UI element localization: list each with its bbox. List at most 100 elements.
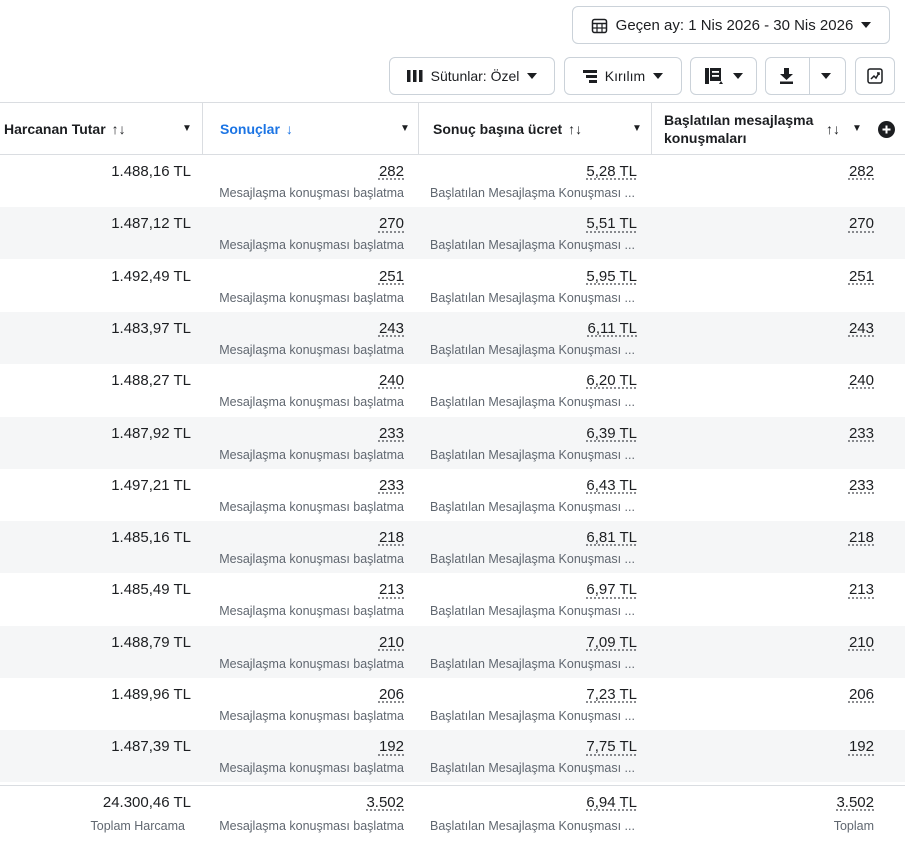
cost-per-result-value[interactable]: 5,28 TL bbox=[586, 163, 637, 180]
table-row: 1.487,39 TL 192 Mesajlaşma konuşması başla… bbox=[0, 730, 905, 783]
cost-per-result-type: Başlatılan Mesajlaşma Konuşması ... bbox=[430, 342, 635, 357]
results-type: Mesajlaşma konuşması başlatma bbox=[219, 499, 404, 514]
conversations-value[interactable]: 233 bbox=[848, 476, 874, 494]
results-type: Mesajlaşma konuşması başlatma bbox=[219, 342, 404, 357]
chart-button[interactable] bbox=[855, 57, 895, 95]
results-value[interactable]: 282 bbox=[378, 163, 404, 180]
results-value[interactable]: 213 bbox=[378, 581, 404, 599]
date-range-button[interactable]: Geçen ay: 1 Nis 2026 - 30 Nis 2026 bbox=[572, 6, 890, 44]
sort-icon[interactable]: ↑↓ bbox=[568, 120, 583, 137]
results-type: Mesajlaşma konuşması başlatma bbox=[219, 238, 404, 253]
cost-per-result-value[interactable]: 6,20 TL bbox=[586, 372, 637, 390]
export-caret-icon[interactable] bbox=[821, 73, 831, 79]
results-type: Mesajlaşma konuşması başlatma bbox=[219, 395, 404, 410]
header-amount-spent-label: Harcanan Tutar bbox=[4, 120, 106, 137]
results-value[interactable]: 270 bbox=[378, 215, 404, 233]
table-row: 1.488,79 TL 210 Mesajlaşma konuşması başla… bbox=[0, 625, 905, 678]
breakdown-button[interactable]: Kırılım bbox=[564, 57, 682, 95]
total-conversations[interactable]: 3.502 bbox=[836, 794, 874, 811]
conversations-value[interactable]: 218 bbox=[848, 529, 874, 547]
add-column-icon[interactable] bbox=[878, 121, 895, 141]
conversations-value[interactable]: 251 bbox=[848, 267, 874, 285]
conversations-value[interactable]: 240 bbox=[848, 372, 874, 390]
date-range-label: Geçen ay: 1 Nis 2026 - 30 Nis 2026 bbox=[615, 16, 854, 34]
split-divider bbox=[809, 57, 810, 95]
header-conversations[interactable]: Başlatılan mesajlaşma konuşmaları ↑↓ ▼ bbox=[664, 103, 905, 154]
conversations-value[interactable]: 233 bbox=[848, 424, 874, 442]
reports-button[interactable] bbox=[690, 57, 757, 95]
conversations-value[interactable]: 210 bbox=[848, 633, 874, 651]
sort-desc-icon[interactable]: ↓ bbox=[285, 120, 293, 137]
cost-per-result-type: Başlatılan Mesajlaşma Konuşması ... bbox=[430, 604, 635, 619]
amount-cell: 1.492,49 TL bbox=[111, 267, 191, 285]
cost-per-result-value[interactable]: 6,97 TL bbox=[586, 581, 637, 599]
results-value[interactable]: 243 bbox=[378, 319, 404, 337]
conversations-value[interactable]: 270 bbox=[848, 215, 874, 233]
results-value[interactable]: 206 bbox=[378, 686, 404, 703]
total-results[interactable]: 3.502 bbox=[366, 794, 404, 811]
breakdown-label: Kırılım bbox=[604, 68, 646, 84]
sort-icon[interactable]: ↑↓ bbox=[826, 120, 840, 137]
table-row: 1.488,27 TL 240 Mesajlaşma konuşması başla… bbox=[0, 364, 905, 416]
amount-cell: 1.488,79 TL bbox=[111, 633, 191, 651]
totals-row: 24.300,46 TL Toplam Harcama 3.502 Mesajl… bbox=[0, 785, 905, 850]
caret-down-icon bbox=[861, 22, 872, 28]
amount-cell: 1.485,16 TL bbox=[111, 529, 191, 547]
column-divider bbox=[651, 102, 652, 155]
conversations-value[interactable]: 282 bbox=[848, 163, 874, 180]
conversations-value[interactable]: 206 bbox=[848, 686, 874, 703]
total-cost-per-result[interactable]: 6,94 TL bbox=[586, 794, 637, 811]
conversations-value[interactable]: 243 bbox=[848, 319, 874, 337]
cost-per-result-value[interactable]: 5,95 TL bbox=[586, 267, 637, 285]
amount-cell: 1.488,16 TL bbox=[111, 163, 191, 180]
caret-down-icon[interactable]: ▼ bbox=[852, 123, 862, 134]
results-type: Mesajlaşma konuşması başlatma bbox=[219, 604, 404, 619]
total-results-label: Mesajlaşma konuşması başlatma bbox=[219, 819, 404, 833]
table-row: 1.485,16 TL 218 Mesajlaşma konuşması başla… bbox=[0, 521, 905, 574]
cost-per-result-value[interactable]: 6,11 TL bbox=[587, 319, 637, 337]
results-value[interactable]: 218 bbox=[378, 529, 404, 547]
results-value[interactable]: 251 bbox=[378, 267, 404, 285]
cost-per-result-value[interactable]: 7,09 TL bbox=[586, 633, 637, 651]
calendar-icon bbox=[591, 17, 608, 34]
cost-per-result-value[interactable]: 6,43 TL bbox=[586, 476, 637, 494]
cost-per-result-type: Başlatılan Mesajlaşma Konuşması ... bbox=[430, 186, 635, 200]
column-divider bbox=[202, 102, 203, 155]
cost-per-result-value[interactable]: 5,51 TL bbox=[586, 215, 637, 233]
total-cost-per-result-label: Başlatılan Mesajlaşma Konuşması ... bbox=[430, 819, 635, 833]
results-value[interactable]: 210 bbox=[378, 633, 404, 651]
sort-icon[interactable]: ↑↓ bbox=[111, 120, 126, 137]
results-value[interactable]: 233 bbox=[378, 424, 404, 442]
total-amount: 24.300,46 TL bbox=[102, 794, 191, 811]
conversations-value[interactable]: 213 bbox=[848, 581, 874, 599]
results-value[interactable]: 233 bbox=[378, 476, 404, 494]
header-results[interactable]: Sonuçlar ↓ ▼ bbox=[220, 103, 418, 154]
export-button[interactable] bbox=[765, 57, 846, 95]
table-row: 1.497,21 TL 233 Mesajlaşma konuşması başla… bbox=[0, 469, 905, 521]
caret-down-icon[interactable]: ▼ bbox=[182, 123, 192, 134]
cost-per-result-type: Başlatılan Mesajlaşma Konuşması ... bbox=[430, 447, 635, 462]
results-type: Mesajlaşma konuşması başlatma bbox=[219, 761, 404, 776]
table-row: 1.487,92 TL 233 Mesajlaşma konuşması başla… bbox=[0, 416, 905, 469]
results-type: Mesajlaşma konuşması başlatma bbox=[219, 186, 404, 200]
cost-per-result-value[interactable]: 7,23 TL bbox=[586, 686, 637, 703]
caret-down-icon bbox=[653, 73, 664, 79]
caret-down-icon[interactable]: ▼ bbox=[400, 123, 410, 134]
cost-per-result-type: Başlatılan Mesajlaşma Konuşması ... bbox=[430, 656, 635, 671]
header-conversations-line1: Başlatılan mesajlaşma bbox=[664, 111, 814, 128]
cost-per-result-value[interactable]: 6,39 TL bbox=[586, 424, 637, 442]
caret-down-icon[interactable]: ▼ bbox=[632, 123, 642, 134]
cost-per-result-value[interactable]: 7,75 TL bbox=[586, 738, 637, 756]
total-amount-label: Toplam Harcama bbox=[90, 819, 185, 833]
table-row: 1.492,49 TL 251 Mesajlaşma konuşması başla… bbox=[0, 260, 905, 312]
results-value[interactable]: 240 bbox=[378, 372, 404, 390]
conversations-value[interactable]: 192 bbox=[848, 738, 874, 756]
header-cost-per-result[interactable]: Sonuç başına ücret ↑↓ ▼ bbox=[433, 103, 651, 154]
results-value[interactable]: 192 bbox=[378, 738, 404, 756]
header-cost-per-result-label: Sonuç başına ücret bbox=[433, 120, 563, 137]
amount-cell: 1.487,92 TL bbox=[111, 424, 191, 442]
cost-per-result-value[interactable]: 6,81 TL bbox=[586, 529, 637, 547]
header-results-label: Sonuçlar bbox=[220, 120, 280, 137]
header-amount-spent[interactable]: Harcanan Tutar ↑↓ ▼ bbox=[4, 103, 202, 154]
columns-button[interactable]: Sütunlar: Özel bbox=[389, 57, 555, 95]
